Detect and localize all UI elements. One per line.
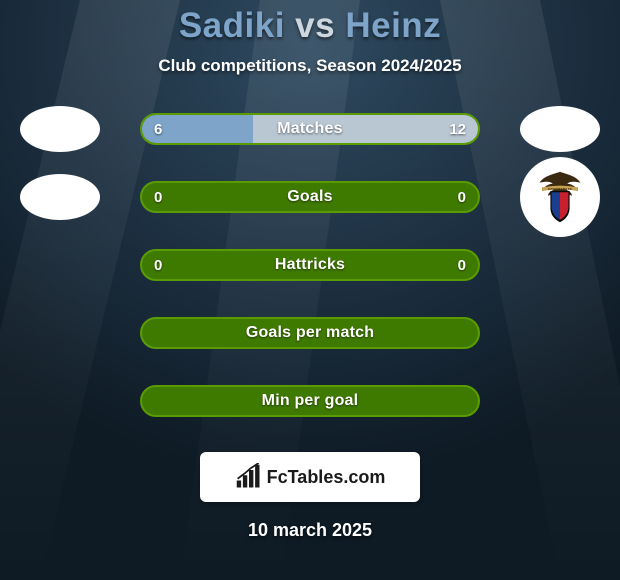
team-badge-right-oval-1: [520, 106, 600, 152]
subtitle: Club competitions, Season 2024/2025: [0, 56, 620, 76]
stat-pill-matches: 6 12 Matches: [140, 113, 480, 145]
stat-label: Goals per match: [142, 319, 478, 347]
stat-label: Goals: [142, 183, 478, 211]
team-badge-left-oval-2: [20, 174, 100, 220]
casertana-crest-icon: CASERTANA FC: [530, 167, 590, 227]
fctables-logo-icon: [235, 463, 263, 491]
page-title: Sadiki vs Heinz: [0, 6, 620, 46]
stat-label: Min per goal: [142, 387, 478, 415]
stat-pill-goals: 0 0 Goals: [140, 181, 480, 213]
stat-row-matches: 6 12 Matches: [0, 102, 620, 156]
stat-row-hattricks: 0 0 Hattricks: [0, 238, 620, 292]
team-badge-left-oval-1: [20, 106, 100, 152]
date-text: 10 march 2025: [0, 520, 620, 541]
stat-row-goals: CASERTANA FC 0 0 Goals: [0, 170, 620, 224]
stat-row-min-per-goal: Min per goal: [0, 374, 620, 428]
team-badge-right-crest: CASERTANA FC: [520, 157, 600, 237]
stat-pill-mpg: Min per goal: [140, 385, 480, 417]
stat-label: Matches: [142, 115, 478, 143]
stat-row-goals-per-match: Goals per match: [0, 306, 620, 360]
stat-label: Hattricks: [142, 251, 478, 279]
title-right: Heinz: [345, 6, 441, 45]
stat-pill-gpm: Goals per match: [140, 317, 480, 349]
stat-pill-hattricks: 0 0 Hattricks: [140, 249, 480, 281]
brand-card: FcTables.com: [200, 452, 420, 502]
title-vs: vs: [295, 6, 335, 45]
brand-text: FcTables.com: [267, 467, 386, 488]
crest-banner-text: CASERTANA FC: [548, 187, 573, 191]
title-left: Sadiki: [179, 6, 285, 45]
